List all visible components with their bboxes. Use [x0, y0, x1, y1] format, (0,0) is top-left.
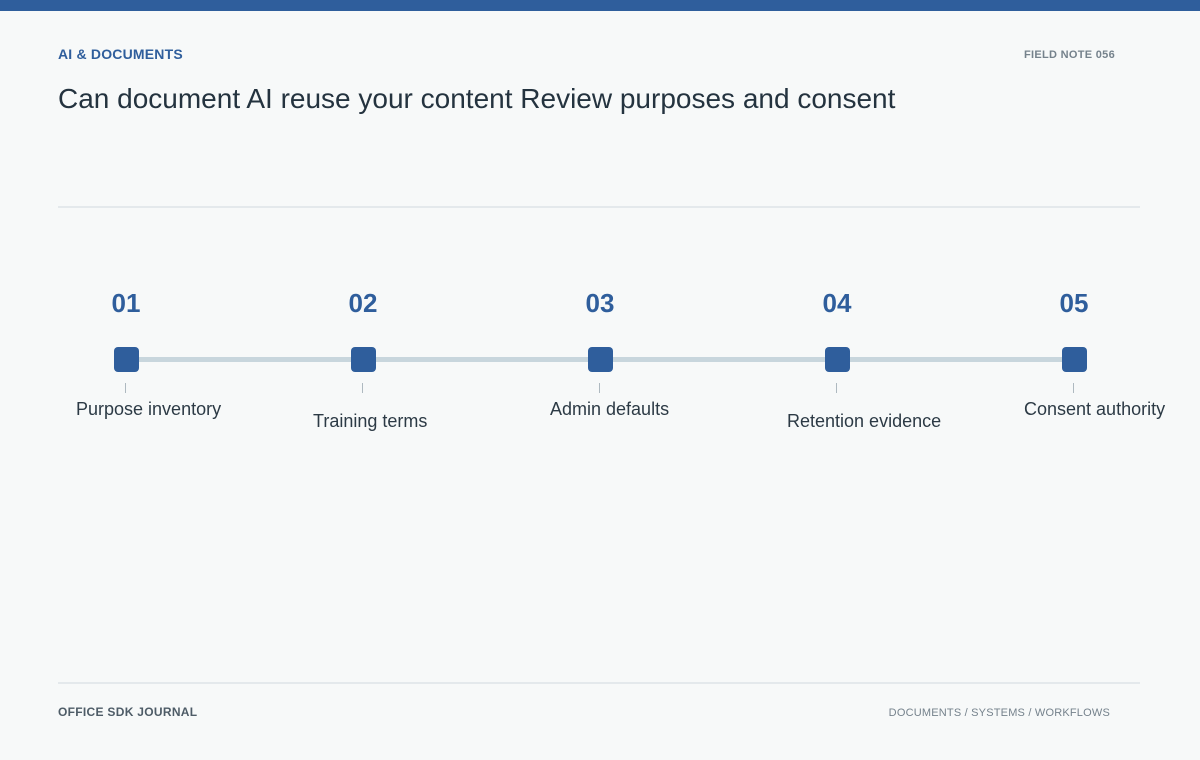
- step-label: Consent authority: [1024, 399, 1166, 419]
- step-number: 01: [111, 288, 141, 318]
- step-label: Purpose inventory: [76, 399, 222, 419]
- section-kicker: AI & DOCUMENTS: [58, 46, 183, 62]
- step-number: 02: [348, 288, 378, 318]
- field-note-id: FIELD NOTE 056: [1024, 49, 1115, 61]
- step-node: [350, 347, 376, 372]
- step-tick: [362, 383, 363, 393]
- step-tick: [599, 383, 600, 393]
- step-node: [1061, 347, 1087, 372]
- header-divider: [58, 206, 1140, 208]
- step-node: [587, 347, 613, 372]
- step-number: 05: [1059, 288, 1089, 318]
- step-number: 04: [822, 288, 852, 318]
- page-title: Can document AI reuse your content Revie…: [58, 83, 896, 114]
- publication-brand: OFFICE SDK JOURNAL: [58, 705, 198, 719]
- step-node: [824, 347, 850, 372]
- step-label: Retention evidence: [787, 411, 942, 431]
- topic-path: DOCUMENTS / SYSTEMS / WORKFLOWS: [888, 707, 1110, 719]
- step-tick: [836, 383, 837, 393]
- step-label: Training terms: [313, 411, 428, 431]
- step-tick: [1073, 383, 1074, 393]
- step-number: 03: [585, 288, 615, 318]
- footer-divider: [58, 682, 1140, 684]
- step-label: Admin defaults: [550, 399, 670, 419]
- step-tick: [125, 383, 126, 393]
- step-node: [113, 347, 139, 372]
- top-accent-bar: [0, 0, 1200, 11]
